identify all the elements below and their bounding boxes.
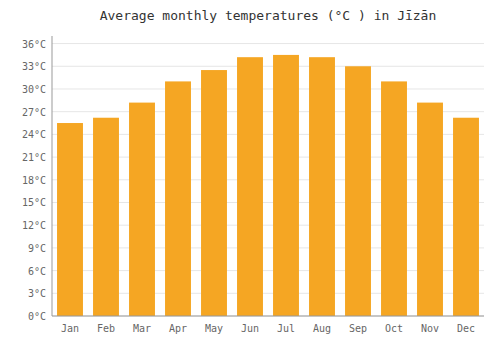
- x-tick-label: Sep: [349, 323, 367, 334]
- y-tick-label: 15°C: [22, 197, 46, 208]
- x-tick-label: Aug: [313, 323, 331, 334]
- y-tick-label: 6°C: [28, 266, 46, 277]
- y-tick-label: 24°C: [22, 129, 46, 140]
- bar: [273, 55, 299, 316]
- y-tick-label: 33°C: [22, 61, 46, 72]
- x-tick-label: Mar: [133, 323, 151, 334]
- x-tick-label: May: [205, 323, 223, 334]
- x-axis-line: [52, 316, 484, 317]
- y-tick-label: 12°C: [22, 220, 46, 231]
- x-tick-label: Dec: [457, 323, 475, 334]
- x-tick-label: Oct: [385, 323, 403, 334]
- x-tick-label: Jun: [241, 323, 259, 334]
- y-tick-label: 36°C: [22, 39, 46, 50]
- y-tick-label: 0°C: [28, 311, 46, 322]
- x-tick-label: Nov: [421, 323, 439, 334]
- bar: [453, 118, 479, 316]
- x-tick-label: Feb: [97, 323, 115, 334]
- bar: [381, 81, 407, 316]
- title: Average monthly temperatures (°C ) in Jī…: [100, 8, 437, 23]
- bar: [417, 103, 443, 316]
- bar: [345, 66, 371, 316]
- grid-line: [52, 43, 484, 44]
- x-tick-label: Apr: [169, 323, 187, 334]
- y-axis-line: [52, 36, 53, 316]
- x-tick-label: Jan: [61, 323, 79, 334]
- y-tick-label: 18°C: [22, 175, 46, 186]
- bar: [165, 81, 191, 316]
- grid-line: [52, 316, 484, 317]
- grid-line: [52, 88, 484, 89]
- bar: [237, 57, 263, 316]
- bar: [57, 123, 83, 316]
- y-tick-label: 27°C: [22, 107, 46, 118]
- grid-line: [52, 66, 484, 67]
- bar: [309, 57, 335, 316]
- bar: [129, 103, 155, 316]
- bars: [57, 55, 479, 316]
- grid: [52, 44, 484, 316]
- bar: [93, 118, 119, 316]
- bar: [201, 70, 227, 316]
- y-tick-label: 9°C: [28, 243, 46, 254]
- y-tick-label: 30°C: [22, 84, 46, 95]
- chart: Average monthly temperatures (°C ) in Jī…: [0, 0, 500, 350]
- x-tick-label: Jul: [277, 323, 295, 334]
- y-tick-label: 3°C: [28, 288, 46, 299]
- y-tick-label: 21°C: [22, 152, 46, 163]
